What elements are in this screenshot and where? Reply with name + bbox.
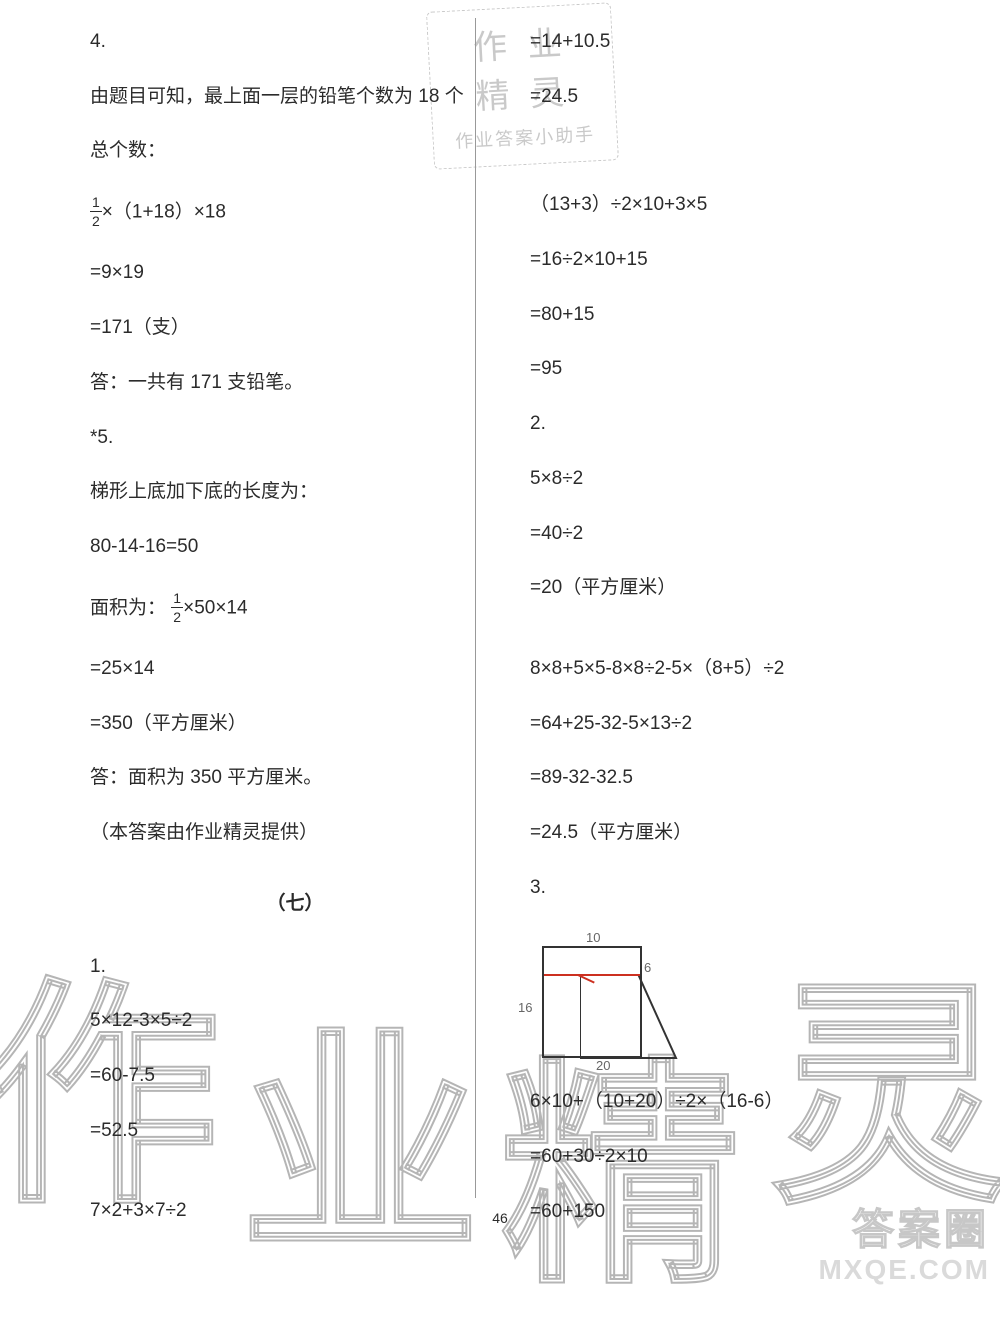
diagram-label-top: 10	[586, 930, 600, 945]
left-column: 4. 由题目可知，最上面一层的铅笔个数为 18 个 总个数： 1 2 ×（1+1…	[80, 30, 530, 1224]
p7-1-l4: 7×2+3×7÷2	[90, 1199, 500, 1224]
r3-l1: 8×8+5×5-8×8÷2-5×（8+5）÷2	[530, 657, 940, 682]
q5-answer: 答：面积为 350 平方厘米。	[90, 766, 500, 791]
q5-line-context: 梯形上底加下底的长度为：	[90, 480, 500, 505]
right-column: =14+10.5 =24.5 （13+3）÷2×10+3×5 =16÷2×10+…	[530, 30, 940, 1224]
r2-l1: 5×8÷2	[530, 467, 940, 492]
watermark-corner-url: MXQE.COM	[818, 1254, 990, 1286]
r1-l4: =95	[530, 357, 940, 382]
q4-answer: 答：一共有 171 支铅笔。	[90, 371, 500, 396]
geometry-diagram: 10 6 16 20	[532, 930, 702, 1070]
q5-step1: =25×14	[90, 657, 500, 682]
section-7-title: （七）	[90, 888, 500, 915]
r4-num: 3.	[530, 876, 940, 901]
r4-l1: 6×10+（10+20）÷2×（16-6）	[530, 1090, 940, 1115]
rcont-t2: =24.5	[530, 85, 940, 110]
q4-number: 4.	[90, 30, 500, 55]
rcont-t1: =14+10.5	[530, 30, 940, 55]
q4-step2: =171（支）	[90, 316, 500, 341]
q4-step1: =9×19	[90, 261, 500, 286]
q5-number: *5.	[90, 426, 500, 451]
diagram-label-notch: 6	[644, 960, 651, 975]
q5-area-formula: 面积为： 1 2 ×50×14	[90, 590, 500, 627]
q5-step2: =350（平方厘米）	[90, 712, 500, 737]
credit-line: （本答案由作业精灵提供）	[90, 821, 500, 846]
r4-l3: =60+150	[530, 1200, 940, 1225]
diagram-label-left: 16	[518, 1000, 532, 1015]
p7-1-l1: 5×12-3×5÷2	[90, 1009, 500, 1034]
trapezoid-shape	[580, 974, 680, 1060]
r4-l2: =60+30÷2×10	[530, 1145, 940, 1170]
r2-num: 2.	[530, 412, 940, 437]
r3-l2: =64+25-32-5×13÷2	[530, 712, 940, 737]
r1-l1: （13+3）÷2×10+3×5	[530, 193, 940, 218]
q5-line-sum: 80-14-16=50	[90, 535, 500, 560]
r1-l2: =16÷2×10+15	[530, 248, 940, 273]
r2-l2: =40÷2	[530, 522, 940, 547]
p7-1-l3: =52.5	[90, 1119, 500, 1144]
q4-line-context: 由题目可知，最上面一层的铅笔个数为 18 个	[90, 85, 500, 110]
red-line-h	[544, 974, 640, 976]
r3-l3: =89-32-32.5	[530, 766, 940, 791]
q4-line-total-label: 总个数：	[90, 139, 500, 164]
p7-1-number: 1.	[90, 955, 500, 980]
r2-l3: =20（平方厘米）	[530, 576, 940, 601]
r1-l3: =80+15	[530, 303, 940, 328]
p7-1-l2: =60-7.5	[90, 1064, 500, 1089]
column-divider	[475, 18, 476, 1198]
fraction-half: 1 2	[90, 193, 102, 230]
q4-line-formula: 1 2 ×（1+18）×18	[90, 194, 500, 231]
fraction-half: 1 2	[171, 589, 183, 626]
diagram-label-bottom: 20	[596, 1058, 610, 1073]
r3-l4: =24.5（平方厘米）	[530, 821, 940, 846]
